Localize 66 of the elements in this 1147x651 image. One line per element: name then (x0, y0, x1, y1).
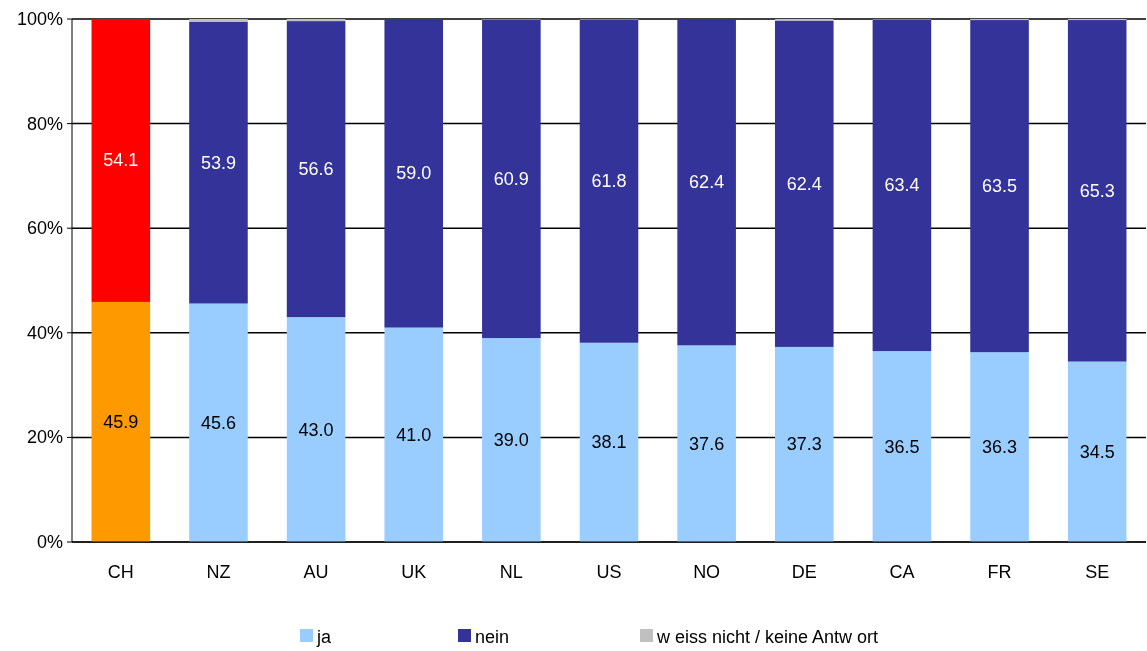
y-tick-label: 80% (26, 113, 63, 134)
bar (970, 20, 1029, 353)
data-label: 38.1 (591, 432, 627, 453)
bar (482, 19, 541, 339)
x-tick-label: CA (889, 562, 915, 582)
data-label: 36.5 (884, 436, 920, 457)
data-label: 62.4 (689, 172, 725, 193)
bar (286, 21, 346, 318)
data-label: 65.3 (1079, 180, 1115, 201)
data-label: 61.8 (591, 171, 627, 192)
bar (872, 19, 932, 352)
data-label: 54.1 (103, 150, 139, 171)
x-tick-label: CH (107, 562, 134, 582)
bar (286, 317, 346, 542)
bar (91, 301, 151, 542)
bar (189, 303, 248, 542)
bar (189, 19, 248, 22)
data-label: 34.5 (1079, 441, 1115, 462)
bar (189, 21, 248, 304)
bar (970, 352, 1029, 542)
data-label: 59.0 (396, 163, 432, 184)
data-label: 43.0 (298, 419, 334, 440)
data-label: 56.6 (298, 159, 334, 180)
bar (774, 346, 834, 542)
x-tick-label: UK (401, 562, 427, 582)
legend-label: w eiss nicht / keine Antw ort (656, 627, 879, 647)
bar (677, 19, 736, 346)
x-tick-label: NL (499, 562, 523, 582)
y-tick-label: 60% (26, 218, 63, 239)
data-label: 41.0 (396, 424, 432, 445)
bar (286, 19, 346, 22)
bar (384, 19, 444, 328)
bar (384, 327, 444, 542)
data-label: 53.9 (200, 152, 236, 173)
data-label: 37.3 (786, 434, 822, 455)
data-label: 60.9 (493, 168, 529, 189)
data-label: 45.9 (103, 411, 139, 432)
bar (872, 351, 932, 542)
x-tick-label: US (596, 562, 622, 582)
x-tick-label: SE (1085, 562, 1110, 582)
y-tick-label: 100% (16, 9, 63, 29)
x-tick-label: AU (303, 562, 329, 582)
bar (579, 342, 639, 542)
bar (1067, 20, 1127, 362)
data-label: 63.5 (982, 176, 1018, 197)
x-tick-label: FR (987, 562, 1012, 582)
data-label: 62.4 (786, 173, 822, 194)
x-tick-label: NO (693, 562, 721, 582)
y-tick-label: 0% (36, 532, 63, 552)
bar (774, 20, 834, 347)
data-label: 37.6 (689, 433, 725, 454)
data-label: 45.6 (200, 412, 236, 433)
x-tick-label: NZ (206, 562, 231, 582)
data-label: 63.4 (884, 175, 920, 196)
bar (677, 345, 736, 542)
bar (482, 338, 541, 542)
y-tick-label: 40% (26, 322, 63, 343)
bar (91, 19, 151, 302)
x-tick-label: DE (791, 562, 817, 582)
data-label: 36.3 (982, 437, 1018, 458)
bar (1067, 361, 1127, 542)
bar (579, 19, 639, 343)
legend-label: nein (475, 627, 510, 647)
legend-label: ja (316, 627, 332, 647)
data-label: 39.0 (493, 430, 529, 451)
y-tick-label: 20% (26, 427, 63, 448)
